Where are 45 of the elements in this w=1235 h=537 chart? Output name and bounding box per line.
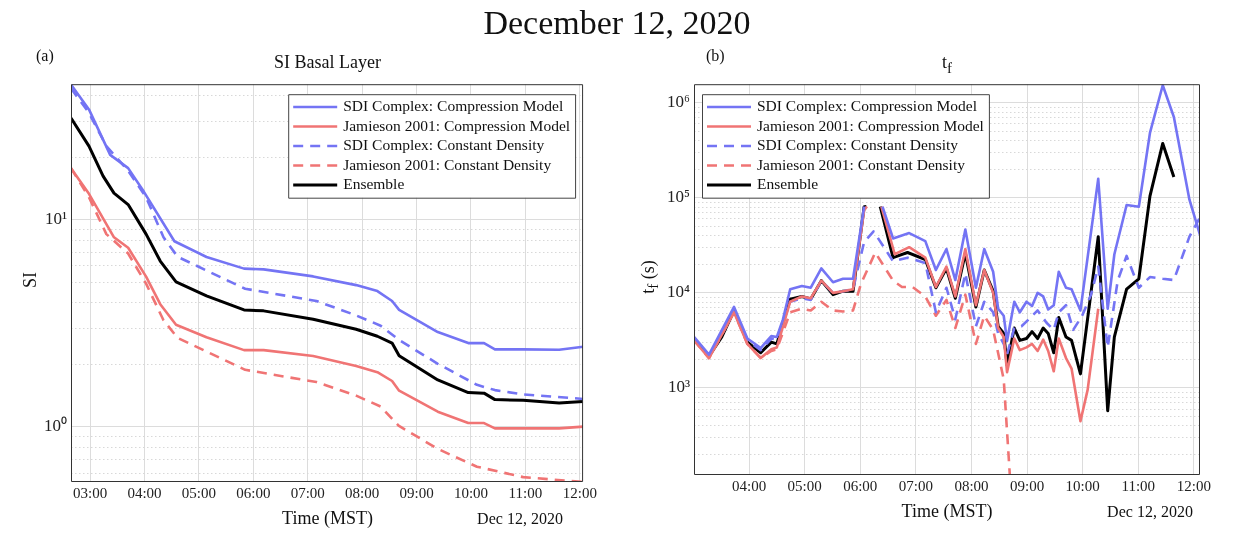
y-axis-title: SI — [19, 271, 41, 289]
legend-label: Jamieson 2001: Constant Density — [343, 155, 552, 173]
x-tick-label: 07:00 — [898, 477, 933, 494]
text: Dec 12, 2020 — [477, 510, 563, 528]
x-axis-title: Time (MST) — [901, 501, 993, 522]
text: (b) — [706, 47, 725, 65]
chart-title: SI Basal Layer — [274, 52, 381, 73]
x-tick-label: 04:00 — [731, 477, 767, 494]
x-tick-label: 12:00 — [1176, 477, 1211, 494]
legend-label: Ensemble — [343, 175, 405, 193]
x-tick-label: 06:00 — [843, 477, 878, 494]
y-tick-label: 10⁰ — [44, 416, 67, 436]
y-tick-label: 10⁴ — [667, 281, 691, 301]
legend-label: Jamieson 2001: Compression Model — [343, 116, 571, 134]
legend-label: Jamieson 2001: Compression Model — [757, 116, 984, 134]
y-tick-label: 10³ — [667, 376, 690, 396]
x-tick-label: 09:00 — [399, 484, 434, 501]
x-tick-label: 12:00 — [562, 484, 597, 501]
x-axis-title: Time (MST) — [282, 508, 373, 529]
chart-title: t$_{f}$ — [941, 52, 953, 77]
x-tick-label: 08:00 — [954, 477, 989, 494]
x-tick-label: 08:00 — [345, 484, 380, 501]
x-tick-label: 05:00 — [181, 484, 216, 501]
x-tick-label: 11:00 — [1121, 477, 1156, 494]
x-tick-label: 11:00 — [508, 484, 543, 501]
legend-label: SDI Complex: Constant Density — [757, 136, 959, 154]
x-tick-label: 03:00 — [72, 484, 108, 501]
text: (a) — [36, 47, 54, 65]
legend-label: Jamieson 2001: Constant Density — [757, 155, 966, 173]
legend-label: SDI Complex: Compression Model — [343, 97, 564, 115]
y-tick-label: 10⁵ — [667, 186, 691, 206]
x-tick-label: 07:00 — [290, 484, 325, 501]
x-tick-label: 10:00 — [1065, 477, 1100, 494]
x-tick-label: 09:00 — [1009, 477, 1045, 494]
y-tick-label: 10¹ — [44, 208, 67, 228]
x-tick-label: 10:00 — [453, 484, 489, 501]
text: Dec 12, 2020 — [1107, 503, 1193, 521]
legend-label: Ensemble — [757, 175, 819, 193]
y-tick-label: 10⁶ — [667, 91, 691, 111]
x-tick-label: 05:00 — [787, 477, 822, 494]
legend-label: SDI Complex: Compression Model — [757, 97, 978, 115]
x-tick-label: 04:00 — [127, 484, 162, 501]
legend-label: SDI Complex: Constant Density — [343, 136, 545, 154]
text: December 12, 2020 — [483, 4, 751, 42]
x-tick-label: 06:00 — [236, 484, 271, 501]
